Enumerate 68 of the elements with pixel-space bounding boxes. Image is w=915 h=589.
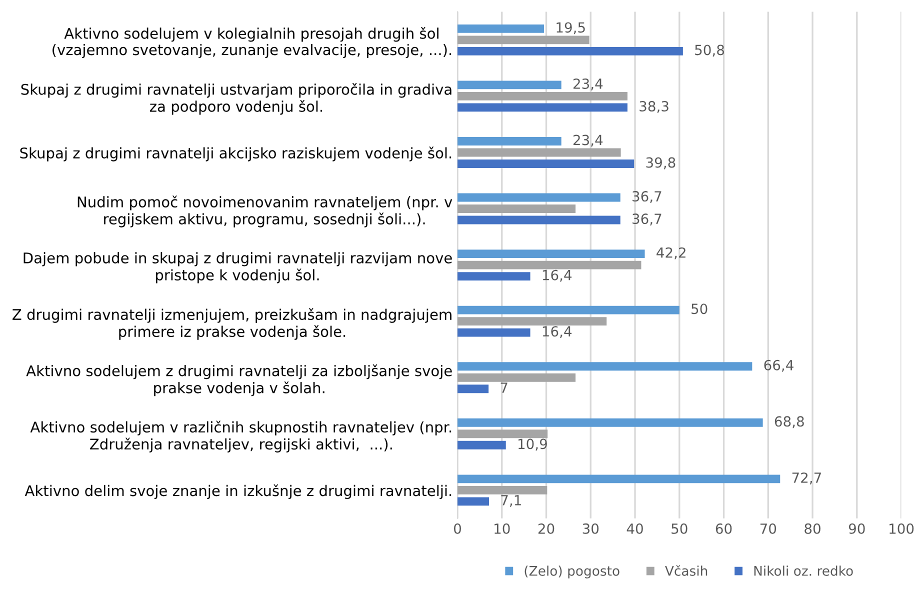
y-tick-label: Aktivno delim svoje znanje in izkušnje z drugimi ravnatelji. [24,484,452,500]
x-tick-label: 80 [804,523,820,534]
bar [458,193,620,202]
bar [458,103,628,112]
bar [458,474,780,484]
bar [458,317,607,326]
y-tick-label: Z drugimi ravnatelji izmenjujem, preizkušam in nadgrajujem primere iz prakse vodenja šole. [12,308,452,340]
data-label: 72,7 [792,472,821,484]
data-label: 23,4 [573,78,603,90]
data-label: 68,8 [774,416,804,428]
data-label: 39,8 [646,157,676,170]
x-tick-label: 50 [672,523,688,534]
x-tick-label: 60 [716,523,732,534]
legend-label: Včasih [665,565,708,576]
bar [458,216,620,224]
bar [458,137,562,146]
bar [458,440,506,450]
bar [458,80,562,90]
bar [458,328,530,337]
data-label: 50,8 [695,44,724,57]
legend-label: (Zelo) pogosto [524,566,620,578]
data-label: 16,4 [542,326,572,338]
y-tick-label: Aktivno sodelujem z drugimi ravnatelji za izboljšanje svoje prakse vodenja v šolah. [26,364,452,396]
bar [458,204,576,213]
x-tick-label: 20 [538,523,554,534]
bar [458,272,530,281]
data-label: 19,5 [556,22,585,34]
x-tick-label: 40 [626,523,643,534]
x-tick-label: 100 [890,523,914,534]
bar [458,260,642,270]
bar [458,486,548,494]
data-label: 36,7 [632,214,662,226]
bar [458,160,634,168]
bar [458,148,621,157]
bar [458,362,752,371]
data-label: 7,1 [501,495,521,507]
bar [458,92,628,100]
y-tick-label: Skupaj z drugimi ravnatelji ustvarjam priporočila in gradiva za podporo vodenju šol. [21,83,452,115]
data-label: 16,4 [542,270,572,282]
bar [458,373,576,382]
data-label: 10,9 [518,438,547,451]
data-label: 42,2 [656,247,686,260]
x-tick-label: 30 [582,523,599,534]
legend-label: Nikoli oz. redko [754,566,853,576]
y-tick-label: Nudim pomoč novoimenovanim ravnateljem (npr. v regijskem aktivu, programu, sosednji šoli...). [78,196,452,228]
bar [458,24,544,33]
data-label: 38,3 [640,100,668,113]
bar [458,430,548,438]
y-tick-label: Skupaj z drugimi ravnatelji akcijsko raziskujem vodenje šol. [20,146,452,162]
bar [458,36,590,44]
data-label: 7 [500,382,508,393]
data-label: 50 [692,304,708,314]
x-tick-label: 70 [760,523,776,534]
y-tick-label: Aktivno sodelujem v kolegialnih presojah drugih šol (vzajemno svetovanje, zunanje evalvacije, presoje, ...). [52,27,452,58]
data-label: 36,7 [632,191,662,203]
y-tick-label: Dajem pobude in skupaj z drugimi ravnatelji razvijam nove pristope k vodenju šol. [24,252,452,284]
data-label: 23,4 [573,134,603,147]
bar [458,306,680,314]
x-tick-label: 90 [848,523,865,534]
data-label: 66,4 [764,360,794,372]
y-tick-label: Aktivno sodelujem v različnih skupnostih ravnateljev (npr. Združenja ravnateljev, regijski aktivi, ...). [30,420,452,452]
bar [458,497,490,506]
bar [458,418,763,427]
x-tick-label: 0 [454,523,461,534]
x-tick-label: 10 [494,523,510,534]
bar [458,250,645,258]
bar [458,384,489,394]
bar [458,46,683,56]
